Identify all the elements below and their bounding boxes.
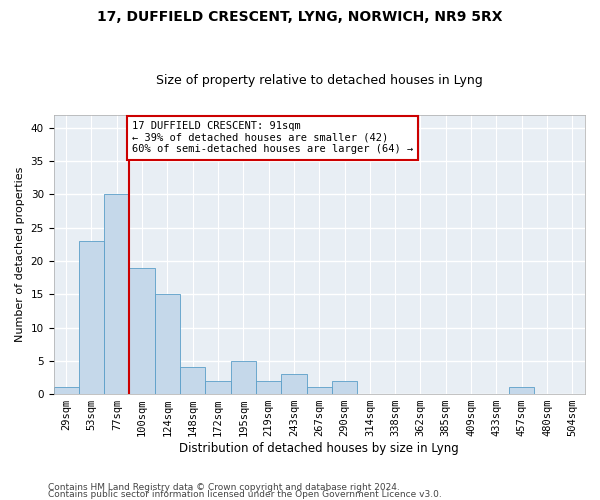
- Bar: [130, 268, 155, 394]
- Bar: [79, 241, 104, 394]
- Bar: [281, 374, 307, 394]
- Text: 17 DUFFIELD CRESCENT: 91sqm
← 39% of detached houses are smaller (42)
60% of sem: 17 DUFFIELD CRESCENT: 91sqm ← 39% of det…: [132, 121, 413, 154]
- Text: Contains HM Land Registry data © Crown copyright and database right 2024.: Contains HM Land Registry data © Crown c…: [48, 484, 400, 492]
- X-axis label: Distribution of detached houses by size in Lyng: Distribution of detached houses by size …: [179, 442, 459, 455]
- Text: 17, DUFFIELD CRESCENT, LYNG, NORWICH, NR9 5RX: 17, DUFFIELD CRESCENT, LYNG, NORWICH, NR…: [97, 10, 503, 24]
- Bar: [509, 388, 535, 394]
- Bar: [155, 294, 180, 394]
- Bar: [307, 388, 332, 394]
- Bar: [256, 381, 281, 394]
- Title: Size of property relative to detached houses in Lyng: Size of property relative to detached ho…: [156, 74, 482, 87]
- Bar: [205, 381, 230, 394]
- Bar: [332, 381, 357, 394]
- Bar: [53, 388, 79, 394]
- Bar: [230, 361, 256, 394]
- Text: Contains public sector information licensed under the Open Government Licence v3: Contains public sector information licen…: [48, 490, 442, 499]
- Bar: [104, 194, 130, 394]
- Y-axis label: Number of detached properties: Number of detached properties: [15, 166, 25, 342]
- Bar: [180, 368, 205, 394]
